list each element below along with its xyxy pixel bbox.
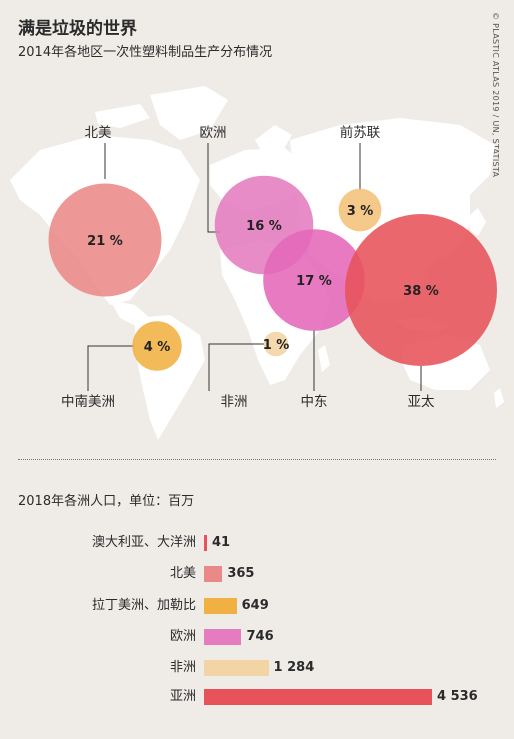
bubble-value-north-america: 21 % (87, 234, 123, 249)
bar-row: 北美 365 (0, 563, 514, 585)
chart-subtitle: 2014年各地区一次性塑料制品生产分布情况 (18, 45, 273, 60)
bar (204, 535, 207, 551)
bar-row: 澳大利亚、大洋洲 41 (0, 532, 514, 554)
bubble-value-middle-east: 17 % (296, 274, 332, 289)
bubble-asia-pacific (345, 214, 497, 366)
bubble-value-europe: 16 % (246, 219, 282, 234)
region-label-middle-east: 中东 (301, 394, 328, 410)
bar-value-label: 365 (227, 566, 255, 581)
bubble-value-africa: 1 % (263, 338, 290, 353)
region-label-latin-america: 中南美洲 (61, 394, 115, 410)
bubble-former-ussr (338, 188, 382, 232)
bar-category-label: 非洲 (169, 660, 196, 675)
bubble-middle-east (263, 229, 365, 331)
bar (204, 566, 223, 582)
section-divider (18, 459, 496, 460)
bubble-africa (263, 331, 289, 357)
region-label-asia-pacific: 亚太 (408, 394, 435, 410)
bubble-value-labels: 21 % 4 % 16 % 1 % 17 % 38 % 3 % (87, 204, 439, 355)
region-label-africa: 非洲 (221, 394, 248, 410)
bar-value-label: 649 (241, 598, 269, 613)
population-chart-title: 2018年各洲人口，单位：百万 (18, 494, 195, 509)
leader-line-africa (208, 343, 264, 391)
bar (204, 689, 432, 705)
bar-row: 欧洲 746 (0, 626, 514, 648)
bar-category-label: 欧洲 (169, 629, 196, 644)
bar-value-label: 41 (212, 535, 231, 550)
bar-row: 拉丁美洲、加勒比 649 (0, 595, 514, 617)
bar-category-label: 拉丁美洲、加勒比 (91, 598, 196, 613)
region-label-north-america: 北美 (85, 125, 112, 141)
region-bubbles (48, 175, 497, 371)
leader-line-latin-america (87, 345, 134, 391)
bubble-value-latin-america: 4 % (144, 340, 171, 355)
bubble-north-america (48, 183, 162, 297)
bar (204, 629, 242, 645)
bubble-value-former-ussr: 3 % (347, 204, 374, 219)
bar-row: 非洲 1 284 (0, 657, 514, 679)
bar-value-label: 4 536 (437, 689, 478, 704)
bar-value-label: 746 (246, 629, 274, 644)
bar-row: 亚洲 4 536 (0, 686, 514, 708)
bar (204, 660, 269, 676)
bar-category-label: 北美 (169, 566, 196, 581)
chart-title: 满是垃圾的世界 (18, 19, 137, 39)
bar-category-label: 亚洲 (169, 689, 196, 704)
bubble-value-asia-pacific: 38 % (403, 284, 439, 299)
bar-category-label: 澳大利亚、大洋洲 (91, 535, 196, 550)
bubble-latin-america (132, 321, 182, 371)
region-label-europe: 欧洲 (200, 125, 227, 141)
region-label-former-ussr: 前苏联 (340, 124, 381, 141)
bar (204, 598, 237, 614)
bar-value-label: 1 284 (273, 660, 315, 675)
